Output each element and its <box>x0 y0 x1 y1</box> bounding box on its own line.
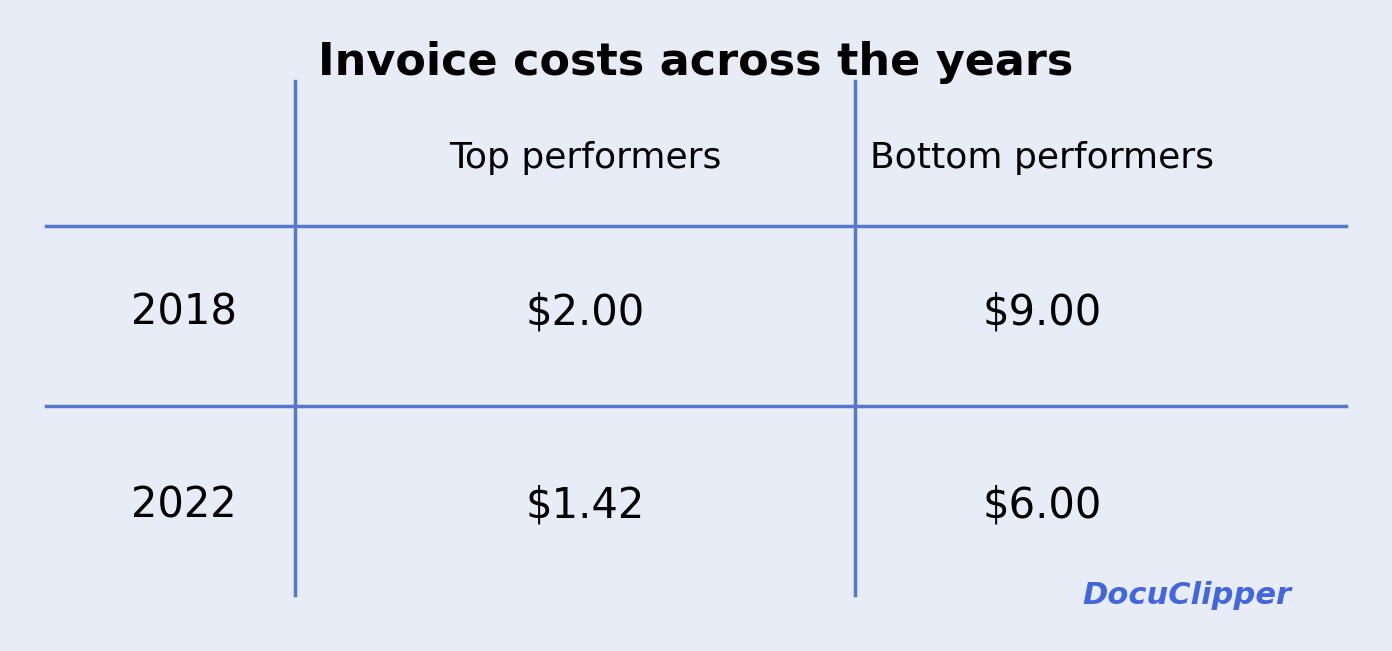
Text: DocuClipper: DocuClipper <box>1082 581 1290 610</box>
Text: $9.00: $9.00 <box>983 292 1101 334</box>
Text: Bottom performers: Bottom performers <box>870 141 1214 175</box>
Text: $6.00: $6.00 <box>983 484 1101 527</box>
Text: 2018: 2018 <box>131 292 237 334</box>
Text: $1.42: $1.42 <box>526 484 644 527</box>
Text: 2022: 2022 <box>131 484 237 527</box>
Text: $2.00: $2.00 <box>526 292 644 334</box>
Text: Top performers: Top performers <box>450 141 721 175</box>
Text: Invoice costs across the years: Invoice costs across the years <box>319 40 1073 83</box>
